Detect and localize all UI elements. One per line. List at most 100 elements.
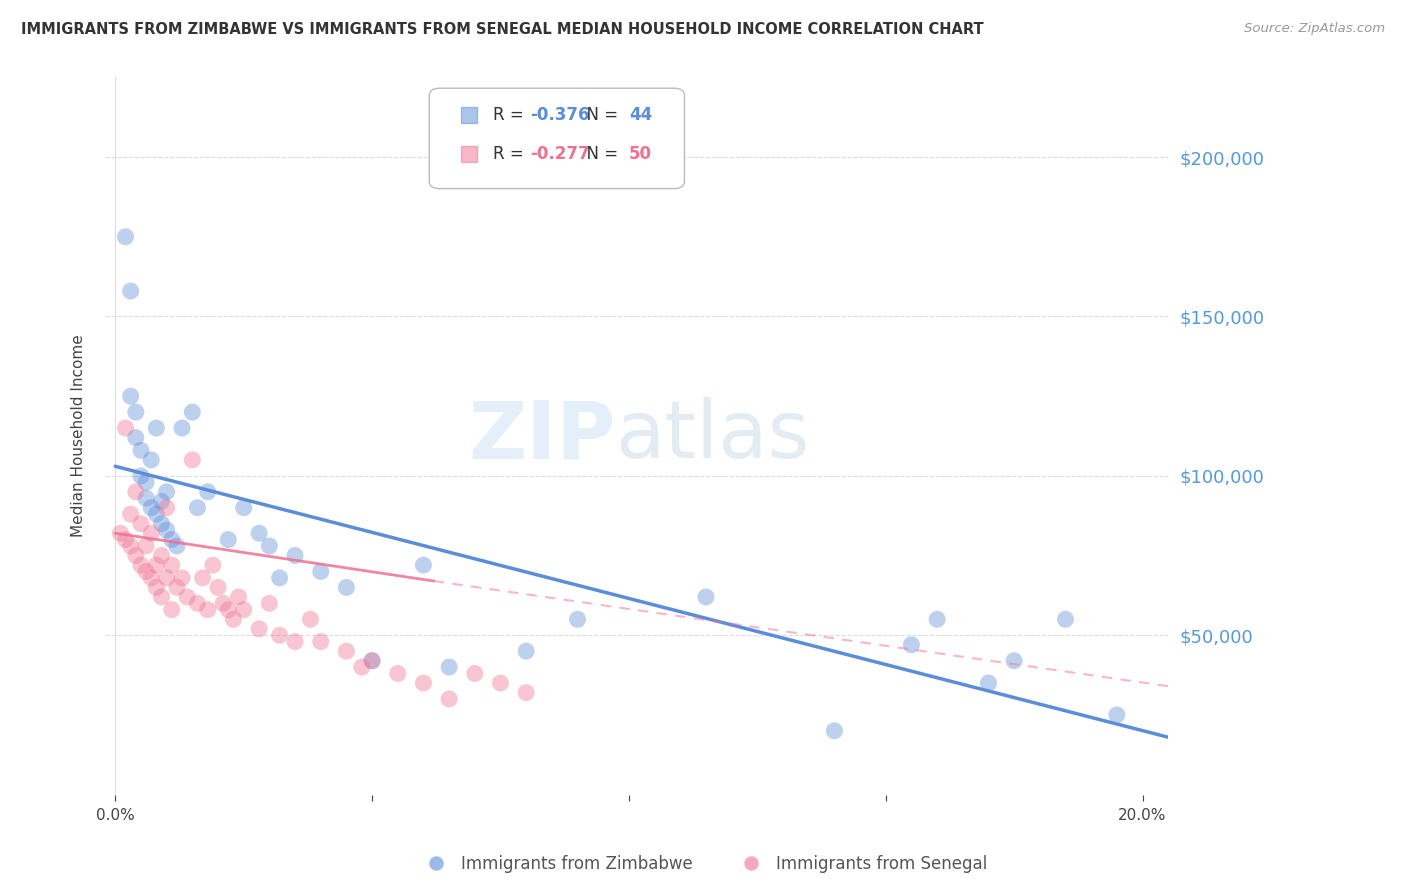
Point [125,549,148,563]
Text: N =: N = [576,106,623,125]
Point [141,453,163,467]
Point [125,431,148,445]
Point [299,612,322,626]
Point [156,571,179,585]
Point [269,628,291,642]
Point [160,533,183,547]
Point [135,565,157,579]
Point [125,405,148,419]
Text: -0.376: -0.376 [530,106,589,125]
Text: -0.277: -0.277 [530,145,591,163]
Point [284,634,307,648]
Point [166,581,188,595]
Point [207,581,229,595]
Point [114,229,136,244]
Point [925,612,948,626]
Point [232,500,254,515]
Point [145,581,167,595]
Point [160,558,183,573]
Point [1002,654,1025,668]
Point [120,539,142,553]
Point [114,533,136,547]
Point [309,565,332,579]
Point [567,612,589,626]
Point [170,421,193,435]
Point [156,500,179,515]
Point [823,723,845,738]
Point [197,603,219,617]
Point [437,660,460,674]
Point [412,676,434,690]
Point [695,590,717,604]
Text: atlas: atlas [616,397,810,475]
Text: N =: N = [576,145,623,163]
Point [335,644,357,658]
Point [145,421,167,435]
Point [284,549,307,563]
Point [141,571,163,585]
Point [181,405,204,419]
Point [120,507,142,521]
Point [141,526,163,541]
Point [361,654,384,668]
Point [361,654,384,668]
Point [125,484,148,499]
Point [170,571,193,585]
Point [166,539,188,553]
Point [156,523,179,537]
Point [412,558,434,573]
Point [114,421,136,435]
Point [222,612,245,626]
Point [150,516,173,531]
Text: ZIP: ZIP [468,397,616,475]
Point [232,603,254,617]
Legend: Immigrants from Zimbabwe, Immigrants from Senegal: Immigrants from Zimbabwe, Immigrants fro… [412,848,994,880]
Point [977,676,1000,690]
Point [197,484,219,499]
Point [464,666,486,681]
Point [129,443,152,458]
Point [247,526,270,541]
Point [212,596,235,610]
Point [135,491,157,505]
Point [160,603,183,617]
Point [515,685,537,699]
Point [191,571,214,585]
Y-axis label: Median Household Income: Median Household Income [72,334,86,537]
Point [135,475,157,490]
Text: IMMIGRANTS FROM ZIMBABWE VS IMMIGRANTS FROM SENEGAL MEDIAN HOUSEHOLD INCOME CORR: IMMIGRANTS FROM ZIMBABWE VS IMMIGRANTS F… [21,22,984,37]
Point [176,590,198,604]
Point [259,596,281,610]
Point [129,558,152,573]
Point [150,549,173,563]
Point [135,539,157,553]
Text: 44: 44 [628,106,652,125]
Text: Source: ZipAtlas.com: Source: ZipAtlas.com [1244,22,1385,36]
Point [217,603,239,617]
Text: R =: R = [494,106,529,125]
Point [335,581,357,595]
Point [387,666,409,681]
Point [110,526,132,541]
Point [437,692,460,706]
Point [141,500,163,515]
Point [129,516,152,531]
Point [1054,612,1077,626]
Point [217,533,239,547]
Point [145,558,167,573]
Point [156,484,179,499]
Point [129,468,152,483]
Point [900,638,922,652]
Point [259,539,281,553]
Text: R =: R = [494,145,529,163]
Point [350,660,373,674]
Point [150,590,173,604]
Point [120,389,142,403]
Text: 50: 50 [628,145,652,163]
Point [309,634,332,648]
Point [1105,707,1128,722]
Point [186,500,208,515]
Point [145,507,167,521]
Point [201,558,224,573]
Point [186,596,208,610]
